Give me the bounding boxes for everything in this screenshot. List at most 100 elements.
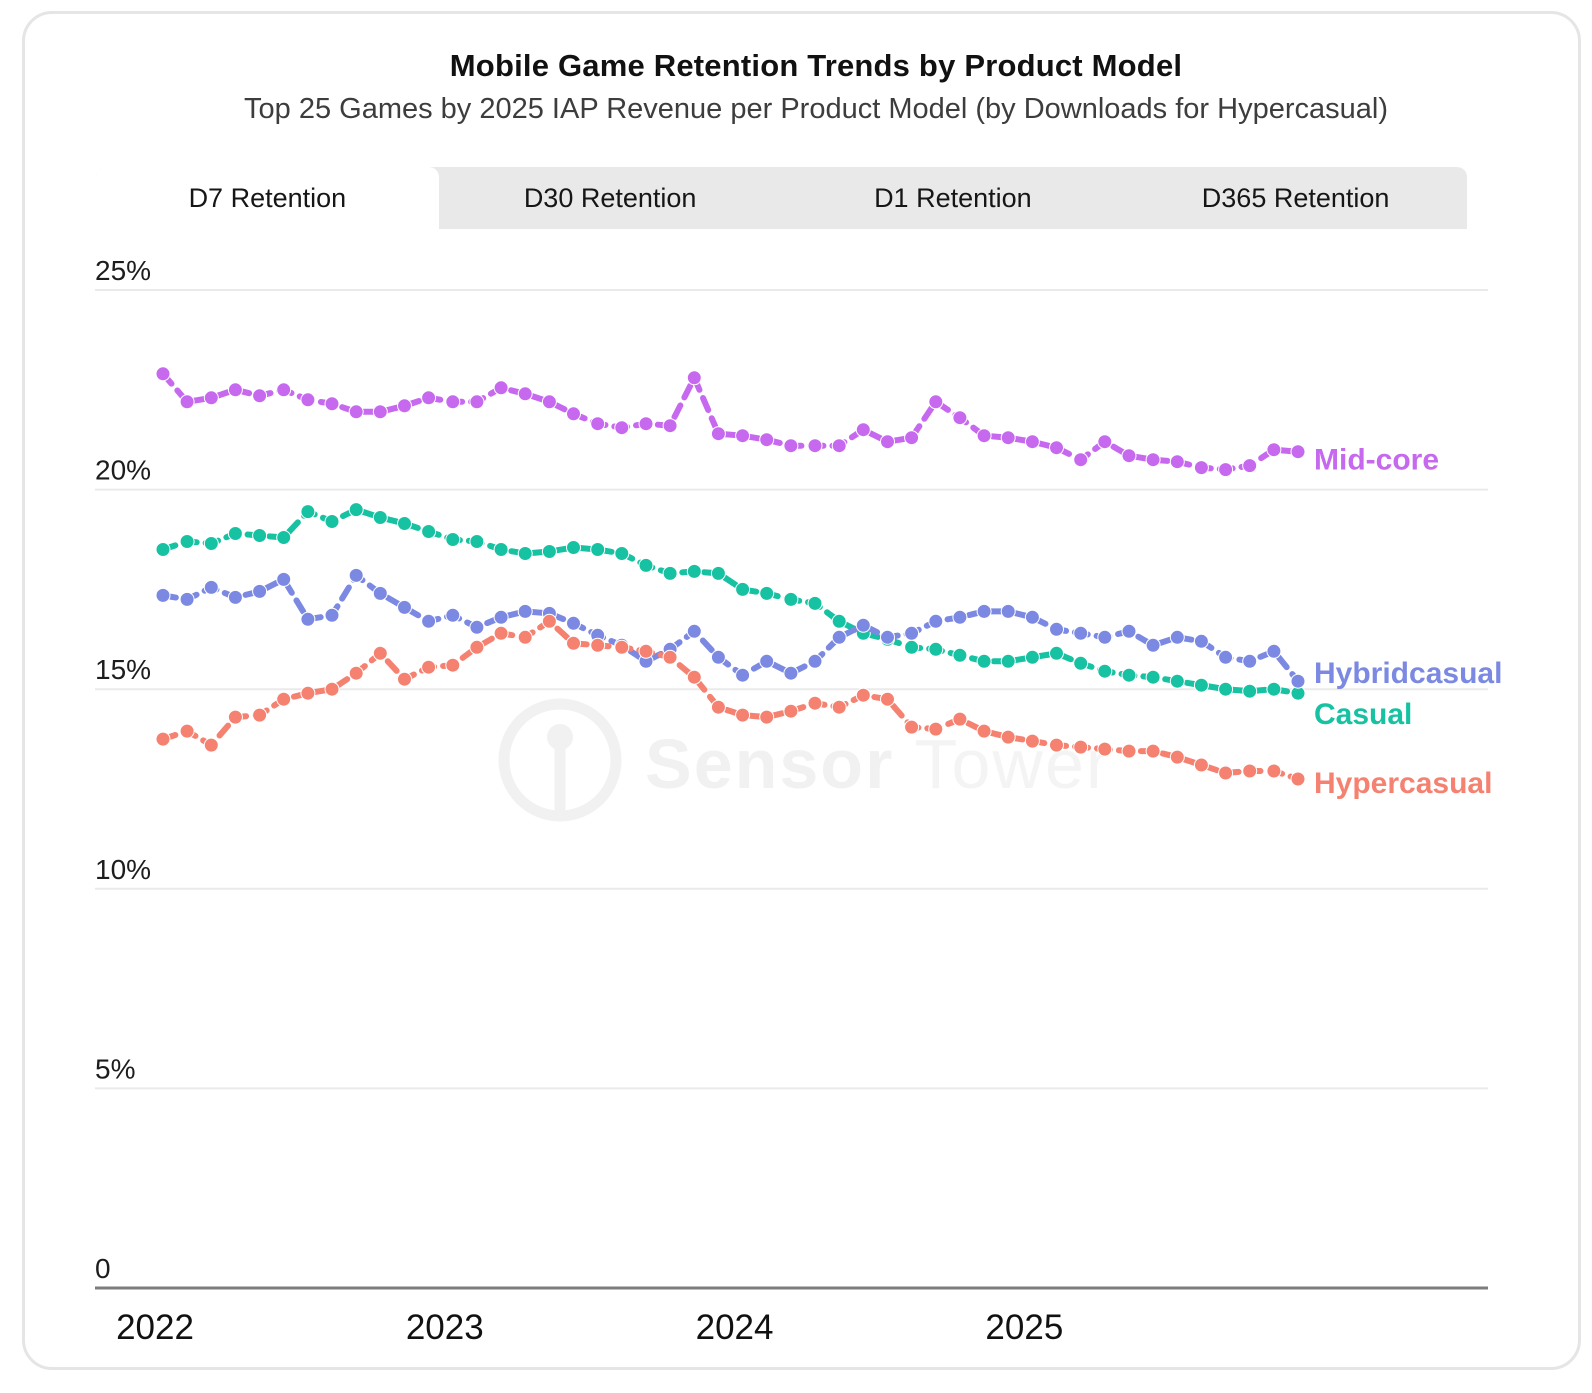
data-point[interactable] xyxy=(445,532,461,547)
data-point[interactable] xyxy=(203,390,219,406)
data-point[interactable] xyxy=(517,546,533,561)
data-point[interactable] xyxy=(348,665,364,681)
data-point[interactable] xyxy=(904,639,920,655)
data-point[interactable] xyxy=(686,669,702,685)
data-point[interactable] xyxy=(710,565,726,581)
data-point[interactable] xyxy=(372,510,388,525)
data-point[interactable] xyxy=(541,394,557,410)
data-point[interactable] xyxy=(300,685,316,701)
data-point[interactable] xyxy=(638,416,654,432)
data-point[interactable] xyxy=(952,711,968,727)
data-point[interactable] xyxy=(1266,681,1282,697)
data-point[interactable] xyxy=(324,514,340,529)
data-point[interactable] xyxy=(1145,743,1161,759)
data-point[interactable] xyxy=(155,542,171,557)
data-point[interactable] xyxy=(1049,621,1064,637)
data-point[interactable] xyxy=(203,536,219,551)
data-point[interactable] xyxy=(710,426,726,442)
data-point[interactable] xyxy=(952,647,968,663)
data-point[interactable] xyxy=(469,619,485,635)
data-point[interactable] xyxy=(735,581,751,597)
data-point[interactable] xyxy=(880,629,895,645)
data-point[interactable] xyxy=(421,390,437,406)
data-point[interactable] xyxy=(976,603,992,619)
data-point[interactable] xyxy=(421,613,437,629)
data-point[interactable] xyxy=(831,629,847,645)
data-point[interactable] xyxy=(1290,673,1306,689)
data-point[interactable] xyxy=(179,723,195,739)
data-point[interactable] xyxy=(928,613,944,629)
data-point[interactable] xyxy=(807,438,823,454)
data-point[interactable] xyxy=(1266,442,1282,458)
data-point[interactable] xyxy=(952,410,968,426)
data-point[interactable] xyxy=(735,667,751,683)
data-point[interactable] xyxy=(1145,637,1161,653)
data-point[interactable] xyxy=(1169,629,1185,645)
data-point[interactable] xyxy=(710,699,726,715)
data-point[interactable] xyxy=(1049,645,1064,661)
data-point[interactable] xyxy=(1290,444,1306,460)
data-point[interactable] xyxy=(1266,763,1282,779)
data-point[interactable] xyxy=(397,671,412,687)
data-point[interactable] xyxy=(227,589,243,605)
data-point[interactable] xyxy=(1218,765,1234,781)
data-point[interactable] xyxy=(445,657,461,673)
data-point[interactable] xyxy=(445,394,461,410)
data-point[interactable] xyxy=(1121,743,1137,759)
data-point[interactable] xyxy=(904,719,920,735)
data-point[interactable] xyxy=(1073,625,1089,641)
data-point[interactable] xyxy=(1242,763,1258,779)
data-point[interactable] xyxy=(469,394,485,410)
data-point[interactable] xyxy=(783,703,799,719)
tab-d7-retention[interactable]: D7 Retention xyxy=(96,167,439,229)
data-point[interactable] xyxy=(276,691,292,707)
data-point[interactable] xyxy=(638,643,654,659)
data-point[interactable] xyxy=(517,386,533,402)
data-point[interactable] xyxy=(179,534,195,549)
data-point[interactable] xyxy=(541,613,557,629)
data-point[interactable] xyxy=(1218,649,1234,665)
data-point[interactable] xyxy=(155,366,171,382)
data-point[interactable] xyxy=(1193,757,1209,773)
data-point[interactable] xyxy=(759,432,775,448)
data-point[interactable] xyxy=(590,542,606,557)
data-point[interactable] xyxy=(1193,633,1209,649)
data-point[interactable] xyxy=(469,639,485,655)
data-point[interactable] xyxy=(1097,663,1113,679)
data-point[interactable] xyxy=(276,382,292,398)
data-point[interactable] xyxy=(252,388,268,404)
data-point[interactable] xyxy=(759,585,775,601)
data-point[interactable] xyxy=(276,530,292,545)
data-point[interactable] xyxy=(928,394,944,410)
data-point[interactable] xyxy=(1073,739,1089,755)
data-point[interactable] xyxy=(976,723,992,739)
data-point[interactable] xyxy=(1024,609,1040,625)
data-point[interactable] xyxy=(1049,440,1064,456)
data-point[interactable] xyxy=(855,687,871,703)
tab-d1-retention[interactable]: D1 Retention xyxy=(874,182,1032,213)
data-point[interactable] xyxy=(227,382,243,398)
data-point[interactable] xyxy=(807,653,823,669)
data-point[interactable] xyxy=(1024,649,1040,665)
data-point[interactable] xyxy=(1097,741,1113,757)
data-point[interactable] xyxy=(372,404,388,420)
data-point[interactable] xyxy=(324,607,340,623)
data-point[interactable] xyxy=(1024,733,1040,749)
data-point[interactable] xyxy=(807,595,823,611)
data-point[interactable] xyxy=(1097,434,1113,450)
data-point[interactable] xyxy=(421,524,437,539)
data-point[interactable] xyxy=(590,637,606,653)
data-point[interactable] xyxy=(952,609,968,625)
data-point[interactable] xyxy=(614,420,630,436)
data-point[interactable] xyxy=(348,502,364,518)
data-point[interactable] xyxy=(759,653,775,669)
data-point[interactable] xyxy=(1000,430,1016,446)
data-point[interactable] xyxy=(517,603,533,619)
data-point[interactable] xyxy=(1169,749,1185,765)
data-point[interactable] xyxy=(566,615,581,631)
data-point[interactable] xyxy=(179,591,195,607)
data-point[interactable] xyxy=(1073,655,1089,671)
data-point[interactable] xyxy=(1000,653,1016,669)
tab-d365-retention[interactable]: D365 Retention xyxy=(1201,182,1390,213)
data-point[interactable] xyxy=(566,540,581,555)
